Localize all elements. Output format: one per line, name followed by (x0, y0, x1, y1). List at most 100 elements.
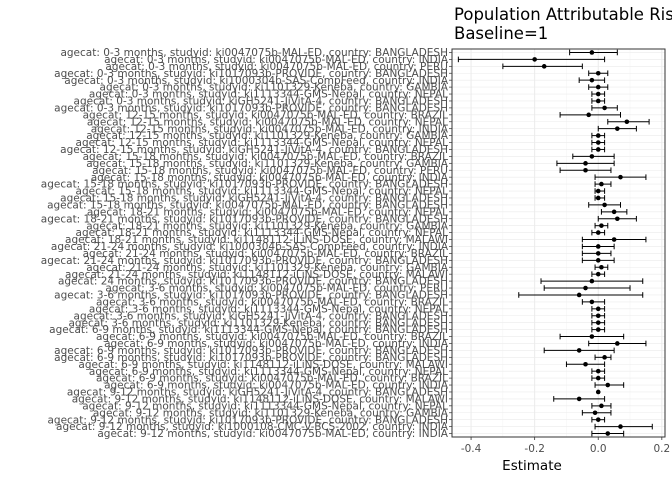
y-tick-label: agecat: 18-21 months, studyid: ki1017093… (41, 213, 448, 225)
y-tick-label: agecat: 0-3 months, studyid: ki1000304b-… (64, 75, 449, 87)
y-tick-label: agecat: 0-3 months, studyid: ki0047075b-… (105, 61, 448, 73)
y-tick-label: agecat: 6-9 months, studyid: ki1017093b-… (54, 345, 448, 357)
point-estimate (583, 361, 588, 367)
y-tick-label: agecat: 15-18 months, studyid: ki1101329… (86, 158, 449, 170)
point-estimate (602, 355, 607, 360)
point-estimate (595, 188, 601, 194)
y-tick-label: agecat: 15-18 months, studyid: ki0047075… (91, 172, 449, 184)
y-tick-label: agecat: 0-3 months, studyid: ki1017093b-… (54, 102, 448, 114)
x-axis-label: Estimate (502, 458, 562, 474)
point-estimate (599, 223, 604, 228)
chart-title-line1: Population Attributable Risk (454, 5, 672, 24)
point-estimate (576, 396, 582, 402)
x-axis-ticks: -0.4 -0.2 0.0 0.2 (461, 437, 670, 455)
point-estimate (605, 431, 611, 436)
point-estimate (595, 417, 601, 422)
point-estimate (595, 313, 601, 319)
point-estimate (595, 70, 601, 76)
y-tick-label: agecat: 3-6 months, studyid: ki1113344-G… (89, 303, 448, 315)
y-tick-label: agecat: 21-24 months, studyid: ki1101329… (86, 262, 449, 274)
y-tick-label: agecat: 0-3 months, studyid: ki0047075b-… (104, 54, 449, 66)
y-tick-label: agecat: 6-9 months, studyid: ki1113344-G… (49, 324, 448, 336)
y-tick-label: agecat: 9-12 months, studyid: ki0047075b… (97, 428, 448, 440)
y-tick-label: agecat: 0-3 months, studyid: ki1017093b-… (54, 68, 448, 80)
y-tick-label: agecat: 18-21 months, studyid: ki1148112… (65, 234, 448, 246)
point-estimate (589, 278, 595, 284)
y-tick-label: agecat: 15-18 months, studyid: ki0047075… (83, 151, 449, 163)
y-tick-label: agecat: 21-24 months, studyid: ki1148112… (65, 269, 448, 281)
point-estimate (595, 230, 601, 235)
y-tick-label: agecat: 6-9 months, studyid: ki0047075b-… (104, 380, 449, 392)
y-tick-label: agecat: 9-12 months, studyid: kiGH5241-J… (67, 387, 448, 399)
point-estimate (618, 174, 623, 180)
y-tick-label: agecat: 3-6 months, studyid: kiGH5241-Ji… (74, 310, 448, 322)
point-estimate (595, 195, 601, 201)
point-estimate (595, 244, 601, 249)
point-estimate (595, 368, 601, 374)
plot-panel-background (452, 49, 665, 437)
point-estimate (595, 140, 601, 145)
y-tick-label: agecat: 9-12 months, studyid: ki1000108-… (56, 421, 449, 433)
y-tick-label: agecat: 15-18 months, studyid: kiGH5241-… (60, 193, 448, 205)
point-estimate (595, 375, 601, 381)
point-estimate (595, 133, 601, 138)
point-estimate (595, 306, 601, 312)
point-estimate (541, 64, 547, 69)
y-tick-label: agecat: 9-12 months, studyid: ki1017093b… (47, 414, 448, 426)
y-tick-label: agecat: 12-15 months, studyid: ki0047075… (83, 109, 449, 121)
point-estimate (592, 410, 598, 416)
y-tick-label: agecat: 0-3 months, studyid: ki1101329-K… (100, 82, 449, 94)
point-estimate (532, 57, 537, 62)
y-tick-label: agecat: 18-21 months, studyid: ki0047075… (87, 206, 448, 218)
y-tick-label: agecat: 0-3 months, studyid: kiGH5241-Ji… (74, 96, 448, 108)
y-tick-label: agecat: 6-9 months, studyid: ki0047075b-… (96, 331, 448, 343)
point-estimate (602, 202, 607, 208)
point-estimate (602, 105, 607, 111)
point-estimate (599, 181, 604, 187)
y-tick-label: agecat: 12-15 months, studyid: ki0047075… (91, 123, 449, 135)
point-estimate (595, 327, 601, 332)
point-estimate (589, 299, 595, 305)
y-tick-label: agecat: 21-24 months, studyid: ki1017093… (41, 255, 448, 267)
point-estimate (583, 285, 588, 291)
point-estimate (595, 91, 601, 97)
point-estimate (611, 237, 617, 242)
chart-title-line2: Baseline=1 (454, 24, 548, 43)
y-tick-label: agecat: 6-9 months, studyid: ki1017093b-… (54, 352, 448, 364)
point-estimate (618, 424, 623, 429)
x-tick-label: 0.0 (590, 443, 607, 455)
y-tick-label: agecat: 24 months, studyid: ki1017093b-P… (58, 276, 448, 288)
y-tick-label: agecat: 3-6 months, studyid: ki1101329-K… (68, 317, 448, 329)
point-estimate (615, 216, 620, 222)
point-estimate (595, 251, 601, 256)
point-estimate (599, 264, 604, 270)
point-estimate (589, 334, 595, 339)
y-tick-label: agecat: 15-18 months, studyid: ki0047075… (47, 199, 448, 211)
point-estimate (589, 154, 595, 159)
point-estimate (595, 271, 601, 277)
data-marks (457, 49, 653, 437)
x-tick-label: -0.2 (524, 443, 545, 455)
point-estimate (583, 167, 588, 173)
point-estimate (615, 126, 620, 131)
y-tick-label: agecat: 12-15 months, studyid: ki1101329… (86, 130, 449, 142)
y-axis-tick-labels: agecat: 9-12 months, studyid: ki0047075b… (41, 47, 452, 440)
y-tick-label: agecat: 0-3 months, studyid: ki1113344-G… (89, 89, 448, 101)
y-tick-label: agecat: 6-9 months, studyid: ki1148112-i… (78, 359, 448, 371)
y-tick-label: agecat: 15-18 months, studyid: ki1017093… (41, 179, 448, 191)
point-estimate (595, 84, 601, 90)
y-tick-label: agecat: 12-15 months, studyid: ki0047075… (87, 116, 448, 128)
point-estimate (583, 161, 588, 166)
y-tick-label: agecat: 3-6 months, studyid: ki0047075b-… (96, 296, 448, 308)
y-tick-label: agecat: 3-6 months, studyid: ki0047075b-… (105, 283, 448, 295)
point-estimate (595, 147, 601, 152)
y-tick-label: agecat: 6-9 months, studyid: ki0047075b-… (96, 373, 448, 385)
plot-panel-border (451, 48, 666, 438)
y-tick-label: agecat: 0-3 months, studyid: ki0047075b-… (60, 47, 448, 59)
y-tick-label: agecat: 12-15 months, studyid: ki1113344… (76, 137, 449, 149)
point-estimate (595, 258, 601, 263)
grid-layer (452, 49, 665, 437)
y-tick-label: agecat: 9-12 months, studyid: ki1148112-… (72, 393, 448, 405)
point-estimate (615, 341, 620, 346)
